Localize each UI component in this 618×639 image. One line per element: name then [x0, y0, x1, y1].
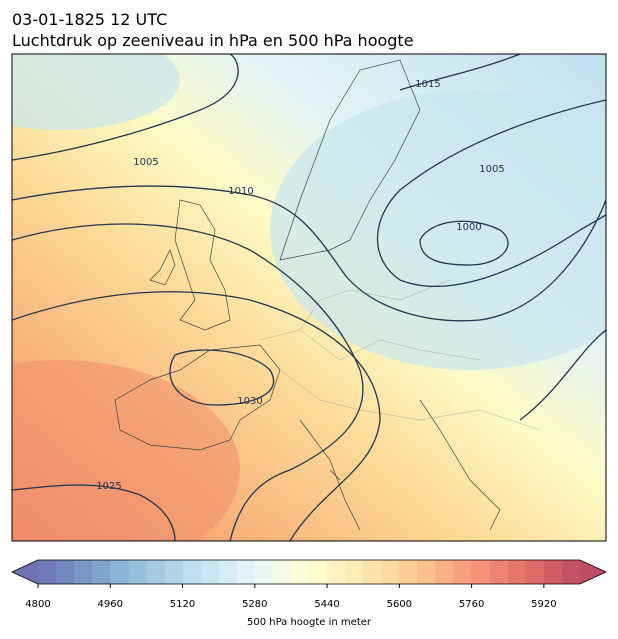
map: [12, 54, 606, 541]
colorbar-segment: [489, 560, 509, 584]
contour-label: 1025: [96, 481, 121, 492]
colorbar-segment: [309, 560, 328, 584]
colorbar-extend-low: [12, 560, 38, 584]
colorbar-segment: [381, 560, 400, 584]
colorbar-tick-label: 4800: [25, 599, 50, 610]
colorbar-segment: [182, 560, 202, 584]
contour-label: 1015: [415, 79, 440, 90]
colorbar-segment: [345, 560, 364, 584]
contour-label: 1005: [133, 157, 158, 168]
colorbar-segment: [417, 560, 436, 584]
colorbar-segment: [525, 560, 545, 584]
contour-labels: 1015 1005 1010 1005 1000 1030 1025: [96, 79, 504, 492]
isobar: [169, 349, 275, 406]
colorbar: 4800 4960 5120 5280 5440 5600 5760 5920 500 hPa …: [11, 559, 607, 628]
high-height-area: [12, 360, 240, 541]
colorbar-tick-label: 5120: [170, 599, 195, 610]
contour-label: 1010: [228, 186, 253, 197]
colorbar-segment: [435, 560, 455, 584]
colorbar-segment: [146, 560, 165, 584]
colorbar-outline: [11, 559, 607, 585]
colorbar-segment: [561, 560, 581, 584]
colorbar-extend-high: [580, 560, 606, 584]
colorbar-segment: [110, 560, 129, 584]
colorbar-segment: [56, 560, 75, 584]
isobar: [399, 54, 521, 91]
isobar: [377, 99, 606, 287]
isobar: [12, 185, 606, 322]
title: 03-01-1825 12 UTC: [12, 10, 167, 29]
colorbar-segment: [164, 560, 184, 584]
colorbar-segment: [128, 560, 147, 584]
isobar: [519, 329, 606, 421]
colorbar-segment: [507, 560, 527, 584]
contour-label: 1000: [456, 222, 481, 233]
colorbar-segment: [327, 560, 346, 584]
contour-label: 1005: [479, 164, 504, 175]
colorbar-tick-label: 5760: [459, 599, 484, 610]
colorbar-segment: [471, 560, 491, 584]
colorbar-segment: [290, 560, 310, 584]
colorbar-tick-label: 5920: [531, 599, 556, 610]
colorbar-segment: [453, 560, 473, 584]
isobar: [12, 223, 364, 541]
borders: [259, 279, 541, 431]
contour-label: 1030: [237, 396, 262, 407]
isobar: [12, 291, 381, 541]
colorbar-tick-label: 5600: [387, 599, 412, 610]
colorbar-segment: [200, 560, 220, 584]
colorbar-segment: [399, 560, 418, 584]
colorbar-label: 500 hPa hoogte in meter: [247, 617, 372, 628]
colorbar-segment: [543, 560, 563, 584]
coastline: [114, 59, 501, 531]
colorbar-segment: [38, 560, 57, 584]
low-height-area: [12, 54, 180, 130]
map-frame: [11, 53, 607, 542]
colorbar-tick-label: 4960: [98, 599, 123, 610]
isobar: [12, 54, 239, 161]
colorbar-segment: [74, 560, 93, 584]
colorbar-segment: [272, 560, 292, 584]
subtitle: Luchtdruk op zeeniveau in hPa en 500 hPa…: [12, 31, 414, 50]
colorbar-tick-label: 5280: [242, 599, 267, 610]
isobar: [12, 484, 176, 541]
colorbar-tick-label: 5440: [314, 599, 339, 610]
colorbar-segment: [92, 560, 111, 584]
colorbar-segment: [254, 560, 274, 584]
low-height-area: [270, 90, 606, 370]
isobar: [419, 220, 509, 266]
colorbar-segment: [236, 560, 256, 584]
colorbar-segment: [218, 560, 238, 584]
colorbar-segment: [363, 560, 382, 584]
